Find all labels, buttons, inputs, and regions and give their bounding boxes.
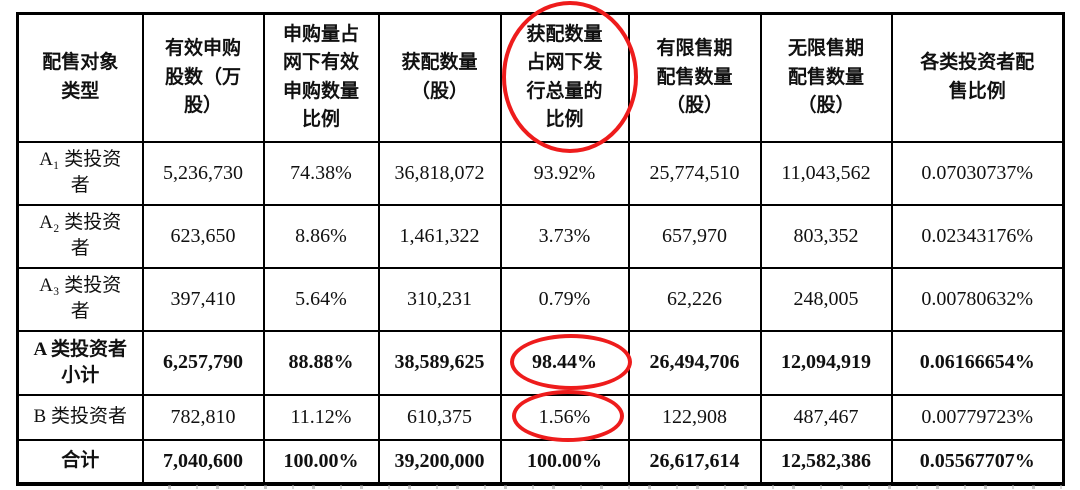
- table-cell: 62,226: [627, 266, 762, 332]
- row-label: A₁ 类投资 者: [16, 140, 144, 206]
- row-label: A₃ 类投资 者: [16, 266, 144, 332]
- clipped-next-line-artifact: [150, 485, 1076, 489]
- table-cell: 0.02343176%: [890, 203, 1065, 269]
- table-cell: 12,094,919: [759, 329, 893, 396]
- table-cell: 11.12%: [262, 393, 380, 441]
- table-row-a-subtotal: A 类投资者 小计 6,257,790 88.88% 38,589,625 98…: [16, 329, 1065, 396]
- row-label: B 类投资者: [16, 393, 144, 441]
- column-header-allocation-ratio: 获配数量 占网下发 行总量的 比例: [499, 12, 630, 143]
- table-cell: 7,040,600: [141, 438, 265, 485]
- table-cell: 8.86%: [262, 203, 380, 269]
- table-cell: 610,375: [377, 393, 502, 441]
- table-cell: 782,810: [141, 393, 265, 441]
- allocation-table: 配售对象 类型 有效申购 股数（万 股） 申购量占 网下有效 申购数量 比例 获…: [16, 12, 1065, 486]
- table-cell: 0.06166654%: [890, 329, 1065, 396]
- header-row: 配售对象 类型 有效申购 股数（万 股） 申购量占 网下有效 申购数量 比例 获…: [16, 12, 1065, 143]
- row-label: A 类投资者 小计: [16, 329, 144, 396]
- table-cell: 248,005: [759, 266, 893, 332]
- table-row-a1: A₁ 类投资 者 5,236,730 74.38% 36,818,072 93.…: [16, 140, 1065, 206]
- column-header-target-type: 配售对象 类型: [16, 12, 144, 143]
- table-cell: 93.92%: [499, 140, 630, 206]
- table-cell: 0.05567707%: [890, 438, 1065, 485]
- table-cell: 39,200,000: [377, 438, 502, 485]
- row-label: 合计: [16, 438, 144, 485]
- table-cell: 487,467: [759, 393, 893, 441]
- table-cell: 122,908: [627, 393, 762, 441]
- table-cell: 38,589,625: [377, 329, 502, 396]
- table-cell: 25,774,510: [627, 140, 762, 206]
- column-header-unrestricted-shares: 无限售期 配售数量 （股）: [759, 12, 893, 143]
- table-cell: 88.88%: [262, 329, 380, 396]
- row-label: A₂ 类投资 者: [16, 203, 144, 269]
- column-header-restricted-shares: 有限售期 配售数量 （股）: [627, 12, 762, 143]
- table-cell: 5.64%: [262, 266, 380, 332]
- table-cell: 623,650: [141, 203, 265, 269]
- table-cell: 0.00780632%: [890, 266, 1065, 332]
- table-cell: 0.79%: [499, 266, 630, 332]
- table-row-a3: A₃ 类投资 者 397,410 5.64% 310,231 0.79% 62,…: [16, 266, 1065, 332]
- column-header-allocated-shares: 获配数量 （股）: [377, 12, 502, 143]
- table-cell: 397,410: [141, 266, 265, 332]
- table-row-b: B 类投资者 782,810 11.12% 610,375 1.56% 122,…: [16, 393, 1065, 441]
- table-cell: 0.00779723%: [890, 393, 1065, 441]
- table-cell: 657,970: [627, 203, 762, 269]
- column-header-subscription-ratio: 申购量占 网下有效 申购数量 比例: [262, 12, 380, 143]
- table-cell: 26,494,706: [627, 329, 762, 396]
- column-header-investor-ratio: 各类投资者配 售比例: [890, 12, 1065, 143]
- table-cell: 0.07030737%: [890, 140, 1065, 206]
- table-cell-highlighted: 98.44%: [499, 329, 630, 396]
- table-cell: 310,231: [377, 266, 502, 332]
- column-header-valid-subscription: 有效申购 股数（万 股）: [141, 12, 265, 143]
- table-cell: 74.38%: [262, 140, 380, 206]
- table-row-total: 合计 7,040,600 100.00% 39,200,000 100.00% …: [16, 438, 1065, 485]
- table-cell: 3.73%: [499, 203, 630, 269]
- table-cell: 100.00%: [262, 438, 380, 485]
- table-cell: 26,617,614: [627, 438, 762, 485]
- table-cell: 12,582,386: [759, 438, 893, 485]
- table-row-a2: A₂ 类投资 者 623,650 8.86% 1,461,322 3.73% 6…: [16, 203, 1065, 269]
- table-cell: 803,352: [759, 203, 893, 269]
- table-cell: 6,257,790: [141, 329, 265, 396]
- table-cell: 36,818,072: [377, 140, 502, 206]
- table-cell: 11,043,562: [759, 140, 893, 206]
- table-cell: 5,236,730: [141, 140, 265, 206]
- table-cell: 100.00%: [499, 438, 630, 485]
- table-cell: 1,461,322: [377, 203, 502, 269]
- table-cell-highlighted: 1.56%: [499, 393, 630, 441]
